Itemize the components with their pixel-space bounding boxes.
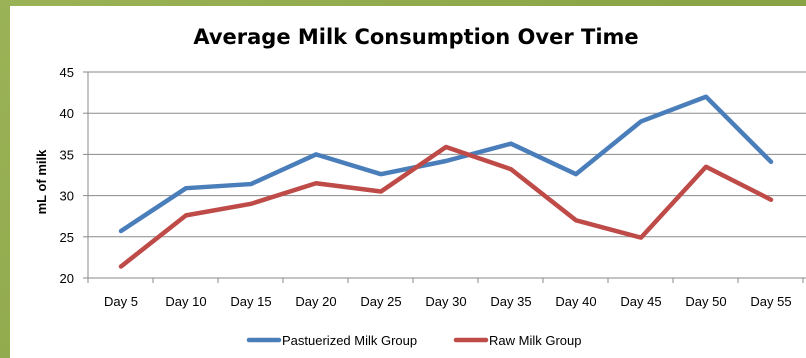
axes [83, 71, 804, 283]
x-tick-label: Day 10 [165, 294, 206, 309]
x-tick-label: Day 20 [295, 294, 336, 309]
x-tick-label: Day 55 [750, 294, 791, 309]
y-tick-label: 20 [60, 271, 74, 286]
x-tick-label: Day 15 [230, 294, 271, 309]
y-tick-label: 25 [60, 230, 74, 245]
y-tick-label: 45 [60, 65, 74, 80]
gridlines [88, 71, 806, 279]
series-lines [118, 94, 774, 269]
series-line-0 [118, 94, 774, 234]
y-tick-label: 40 [60, 106, 74, 121]
x-tick-label: Day 50 [685, 294, 726, 309]
chart-panel [10, 6, 806, 358]
x-tick-label: Day 25 [360, 294, 401, 309]
x-tick-label: Day 30 [425, 294, 466, 309]
x-tick-label: Day 35 [490, 294, 531, 309]
legend-label: Pastuerized Milk Group [282, 333, 417, 348]
y-axis-label: mL of milk [34, 149, 49, 215]
x-tick-label: Day 5 [104, 294, 138, 309]
series-line-1 [118, 144, 774, 269]
y-tick-label: 30 [60, 189, 74, 204]
legend: Pastuerized Milk Group Raw Milk Group [246, 333, 581, 348]
tick-labels: 20 25 30 35 40 45 Day 5 Day 10 Day 15 Day 20 Day 2… [60, 65, 792, 309]
x-tick-label: Day 40 [555, 294, 596, 309]
x-tick-label: Day 45 [620, 294, 661, 309]
legend-label: Raw Milk Group [489, 333, 581, 348]
y-tick-label: 35 [60, 147, 74, 162]
chart-title: Average Milk Consumption Over Time [193, 25, 638, 49]
